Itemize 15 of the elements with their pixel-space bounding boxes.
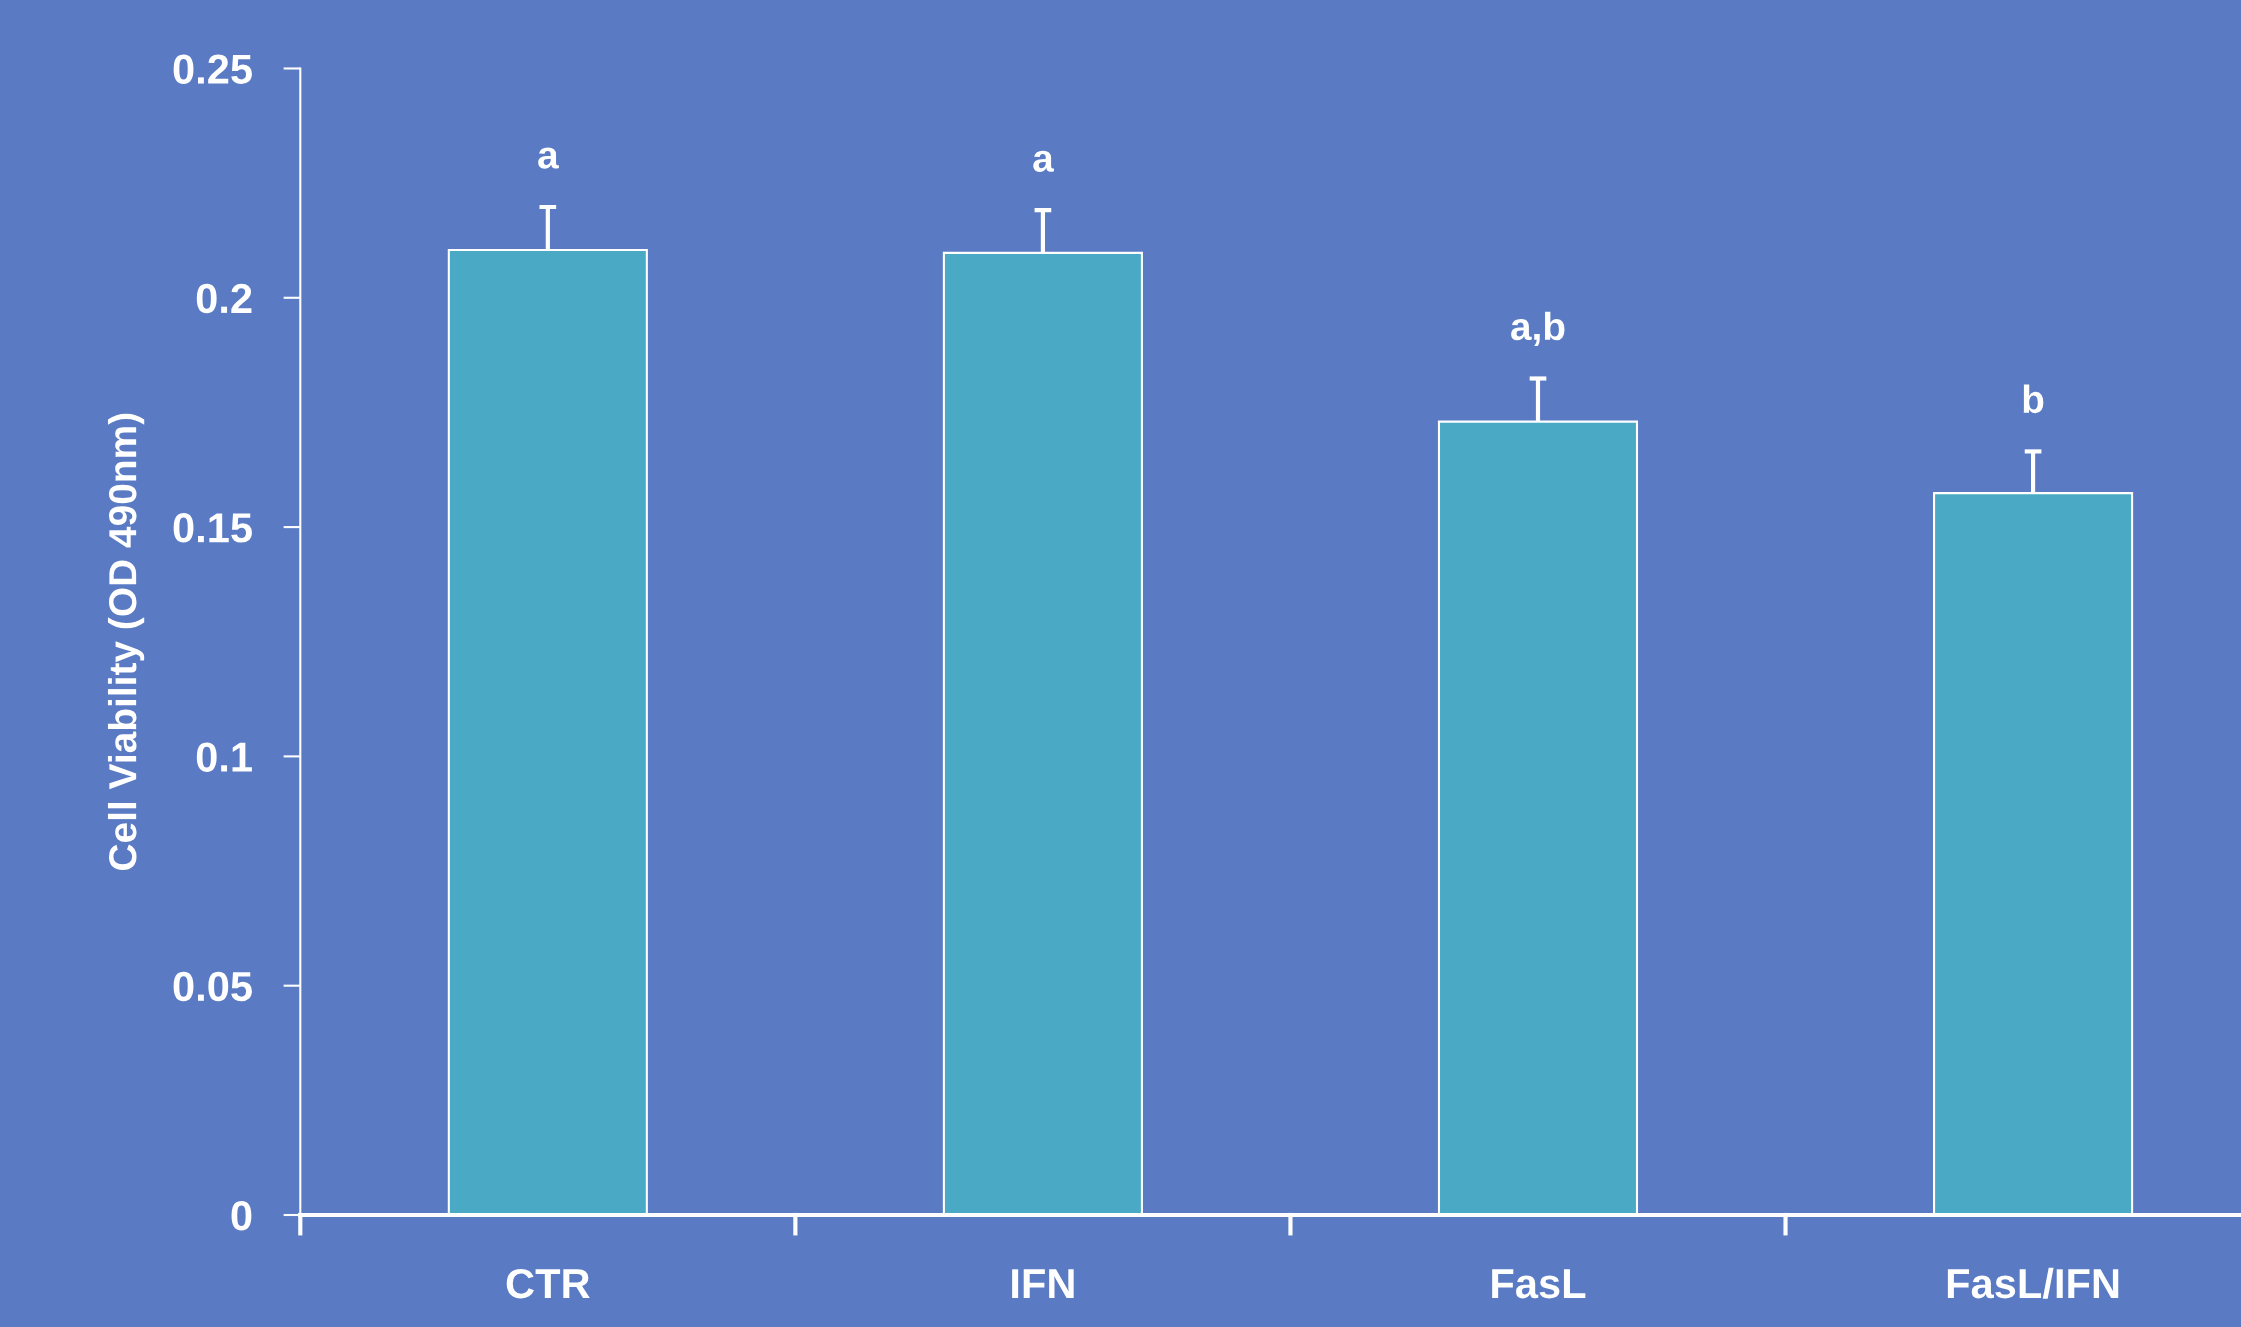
annotation: b (2023, 384, 2044, 414)
y-tick-label: 0 (231, 1201, 252, 1231)
y-tick-label: 0.2 (196, 283, 252, 314)
annotation: a (1033, 150, 1054, 172)
y-tick-label: 0.05 (173, 971, 252, 1002)
x-tick-label: FasL/IFN (1947, 1267, 2119, 1299)
annotation: a,b (1511, 311, 1565, 346)
annotation: a (538, 147, 559, 169)
x-tick-label: FasL (1492, 1269, 1586, 1299)
y-axis-title: Cell Viability (OD 490nm) (107, 413, 145, 870)
y-tick-label: 0.15 (173, 513, 252, 543)
y-tick-label: 0.25 (173, 54, 252, 84)
x-tick-label: IFN (1012, 1269, 1074, 1298)
x-tick-label: CTR (506, 1268, 590, 1299)
y-tick-label: 0.1 (196, 742, 252, 772)
